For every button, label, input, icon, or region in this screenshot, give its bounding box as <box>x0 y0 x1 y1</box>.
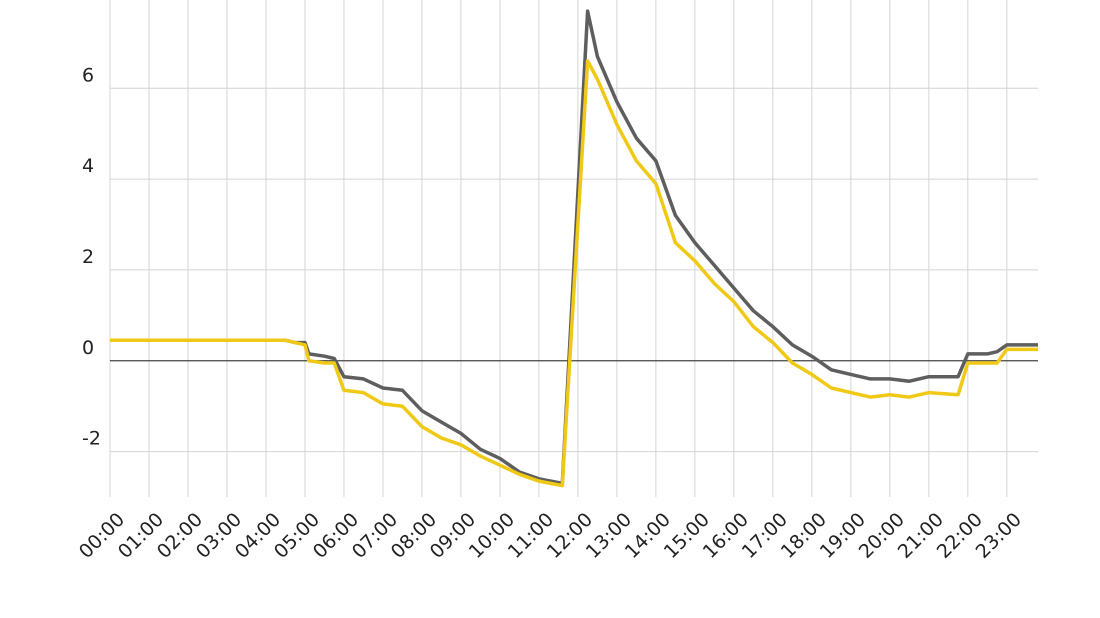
y-tick-label: 0 <box>82 337 94 359</box>
y-tick-label: -2 <box>82 428 101 450</box>
y-tick-label: 2 <box>82 246 94 268</box>
y-tick-label: 6 <box>82 64 94 86</box>
x-tick-label: 23:00 <box>972 509 1026 563</box>
y-tick-label: 4 <box>82 155 94 177</box>
series-line <box>110 9 1038 486</box>
series-line <box>110 59 1038 488</box>
